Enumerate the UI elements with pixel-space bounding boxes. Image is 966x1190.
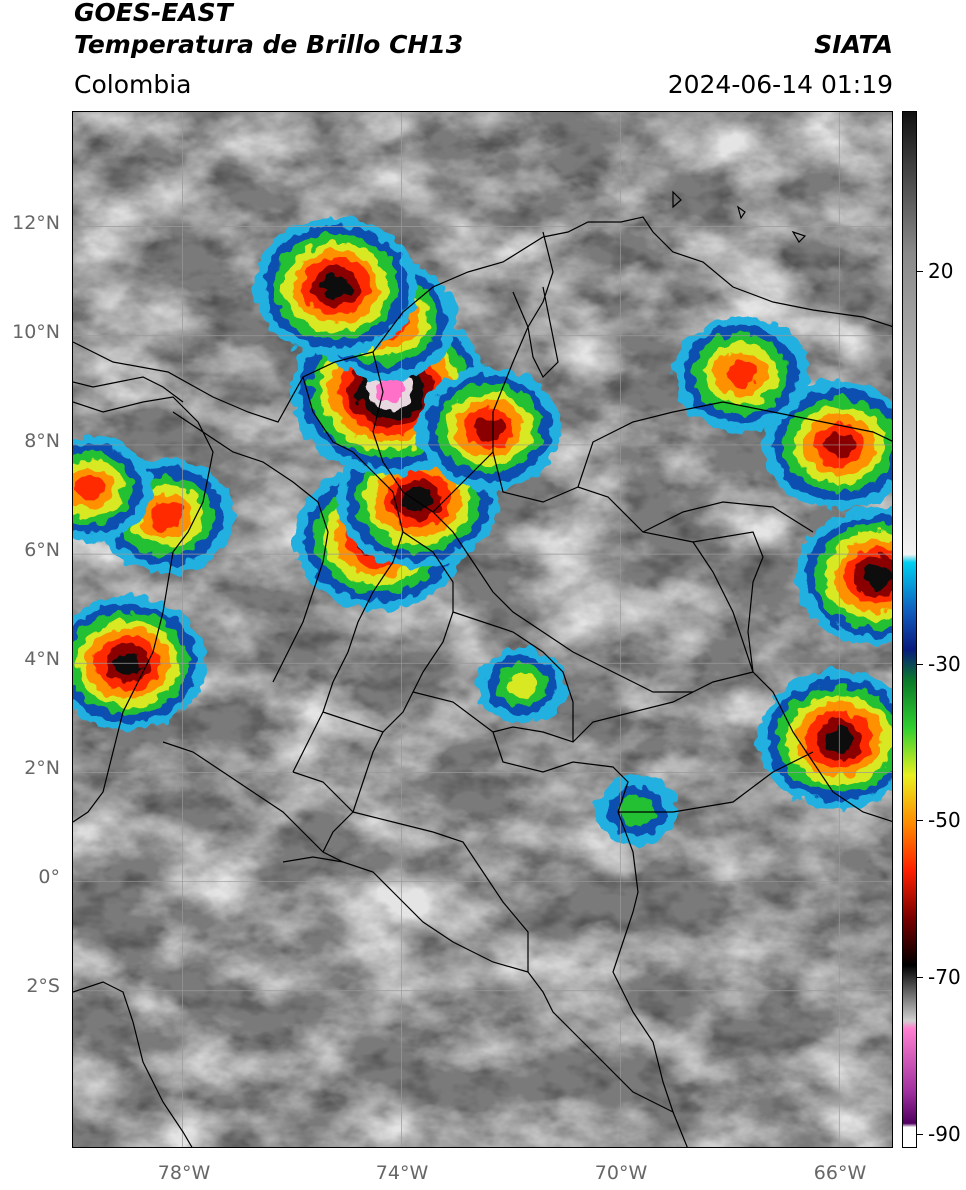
map-canvas — [73, 112, 892, 1147]
bright-cloud-layer — [73, 112, 892, 1147]
department-boundaries-e — [432, 451, 574, 742]
cell-contour — [619, 795, 655, 826]
colorbar-label-minus30: -30 — [928, 652, 961, 676]
cell-contour — [506, 672, 537, 698]
department-boundaries-c — [172, 411, 329, 683]
satellite-map[interactable] — [72, 111, 893, 1148]
convective-cell — [796, 506, 892, 646]
lat-label-2n: 2°N — [24, 757, 60, 779]
lon-label-66w: 66°W — [813, 1162, 867, 1184]
cell-contour — [376, 378, 405, 403]
coastline-ecuador — [73, 981, 193, 1147]
cell-contour — [403, 487, 433, 512]
border-colombia-venezuela — [492, 231, 764, 743]
colorbar-tick-minus50 — [917, 820, 923, 821]
lat-label-6n: 6°N — [24, 539, 60, 561]
convective-cell — [73, 435, 153, 542]
department-boundaries-b — [372, 351, 693, 693]
islands — [672, 190, 807, 243]
lat-label-0: 0° — [38, 866, 60, 888]
lat-label-12n: 12°N — [12, 212, 60, 234]
coastline-caribbean — [73, 216, 892, 423]
cell-contour — [725, 360, 757, 388]
lon-label-70w: 70°W — [594, 1162, 648, 1184]
colorbar-tick-20 — [917, 271, 923, 272]
colorbar-label-minus50: -50 — [928, 808, 961, 832]
convective-cell — [254, 217, 418, 356]
coastline-pacific — [73, 396, 214, 823]
venezuela-states — [577, 401, 892, 673]
convective-cell — [595, 775, 678, 846]
colorbar-label-minus70: -70 — [928, 965, 961, 989]
graticule — [73, 112, 892, 1147]
lon-label-78w: 78°W — [157, 1162, 211, 1184]
satellite-title: GOES-EAST — [74, 0, 233, 27]
cell-contour — [321, 274, 351, 299]
colorbar-label-minus90: -90 — [928, 1122, 961, 1146]
lon-label-74w: 74°W — [375, 1162, 429, 1184]
lat-label-10n: 10°N — [12, 321, 60, 343]
border-venezuela-brazil — [752, 671, 892, 822]
department-boundaries-g — [292, 691, 494, 813]
department-boundaries-a — [292, 376, 404, 773]
cell-contour — [863, 563, 892, 589]
lat-label-4n: 4°N — [24, 648, 60, 670]
coastline-gulf-maracaibo — [512, 286, 559, 379]
department-boundaries-f — [322, 811, 529, 972]
colorbar-label-20: 20 — [928, 259, 954, 283]
colorbar-tick-minus30 — [917, 664, 923, 665]
convective-cell — [476, 646, 567, 724]
colorbar-tick-minus70 — [917, 977, 923, 978]
border-colombia-brazil — [492, 731, 675, 1114]
lat-label-8n: 8°N — [24, 430, 60, 452]
convective-cell — [672, 316, 809, 432]
convective-cell — [416, 367, 562, 490]
cell-contour — [474, 416, 504, 441]
cell-contour — [75, 476, 104, 501]
region-label: Colombia — [74, 70, 192, 99]
lat-label-2s: 2°S — [26, 975, 60, 997]
cell-contour — [150, 502, 182, 530]
department-boundaries-d — [352, 531, 454, 813]
colorbar-tick-minus90 — [917, 1134, 923, 1135]
institution-label: SIATA — [814, 30, 893, 59]
temperature-colorbar — [902, 111, 917, 1148]
border-colombia-ecuador — [162, 741, 344, 863]
timestamp-label: 2024-06-14 01:19 — [667, 70, 893, 99]
panama-coast — [73, 376, 184, 403]
border-colombia-peru — [282, 856, 529, 973]
borders-layer — [73, 190, 892, 1147]
product-title: Temperatura de Brillo CH13 — [74, 30, 464, 59]
peru-border-east — [618, 751, 814, 1147]
